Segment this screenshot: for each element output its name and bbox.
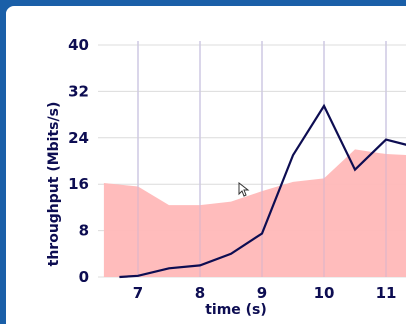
x-axis-title: time (s) — [205, 302, 267, 318]
y-axis-title: throughput (Mbits/s) — [46, 102, 62, 267]
y-tick-label-40: 40 — [68, 36, 89, 54]
area-fill — [103, 149, 406, 277]
fade-overlay — [6, 6, 46, 324]
mouse-pointer-icon — [238, 182, 250, 197]
area-series — [103, 41, 406, 277]
x-tick-label-8: 8 — [195, 284, 205, 302]
y-tick-labels: 0 8 16 24 32 40 — [68, 36, 89, 286]
y-tick-label-8: 8 — [79, 222, 89, 240]
line-series — [119, 103, 406, 279]
y-tick-label-32: 32 — [68, 82, 89, 100]
x-tick-label-9: 9 — [257, 284, 267, 302]
x-tick-label-7: 7 — [133, 284, 143, 302]
x-tick-label-11: 11 — [376, 284, 397, 302]
x-tick-label-10: 10 — [314, 284, 335, 302]
series-line — [119, 103, 406, 279]
y-tick-label-16: 16 — [68, 175, 89, 193]
y-tick-label-24: 24 — [68, 129, 89, 147]
throughput-chart: 0 8 16 24 32 40 7 8 9 10 11 time (s) throughput (… — [6, 6, 406, 324]
y-tick-label-0: 0 — [79, 268, 89, 286]
x-tick-labels: 7 8 9 10 11 — [133, 284, 397, 302]
chart-panel: 0 8 16 24 32 40 7 8 9 10 11 time (s) throughput (… — [6, 6, 406, 324]
